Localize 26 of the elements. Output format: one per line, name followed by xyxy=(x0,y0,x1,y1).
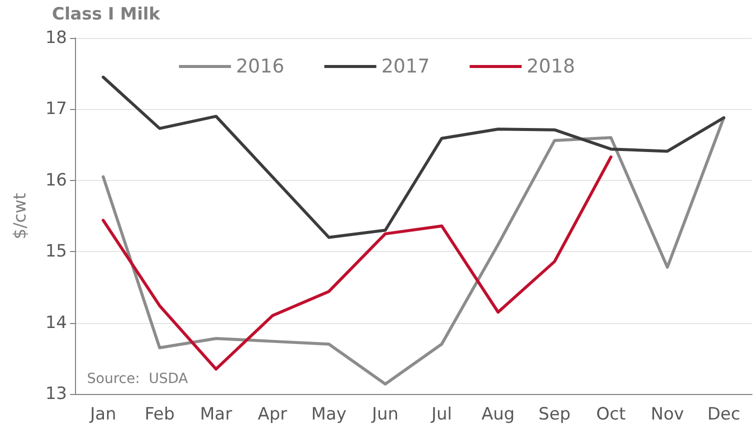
x-tick-label: Mar xyxy=(200,404,232,424)
y-tick-label: 14 xyxy=(45,312,67,333)
y-axis-title: $/cwt xyxy=(10,192,30,240)
legend-label: 2018 xyxy=(526,56,576,78)
line-series xyxy=(102,155,612,371)
y-tick-label: 13 xyxy=(45,384,67,404)
x-tick-label: Jun xyxy=(371,404,399,424)
x-tick-label: Jul xyxy=(430,404,452,424)
x-tick-label: Aug xyxy=(482,404,515,424)
x-tick-label: Oct xyxy=(596,404,626,424)
x-tick-label: Jan xyxy=(89,404,116,424)
x-tick-label: Sep xyxy=(538,404,571,424)
y-tick-label: 16 xyxy=(45,170,67,190)
x-tick-label: Apr xyxy=(258,404,288,424)
y-tick-label: 17 xyxy=(45,99,67,120)
x-tick-label: Nov xyxy=(650,404,684,424)
y-tick-label: 18 xyxy=(45,28,67,48)
legend-label: 2017 xyxy=(381,56,430,78)
legend-label: 2016 xyxy=(236,56,284,78)
chart-title: Class I Milk xyxy=(52,4,161,24)
x-tick-label: Dec xyxy=(707,404,740,424)
x-tick-label: Feb xyxy=(144,404,175,424)
line-series xyxy=(102,76,726,239)
y-tick-label: 15 xyxy=(45,242,67,262)
x-tick-label: May xyxy=(311,404,346,424)
annotation: Source: USDA xyxy=(87,371,188,387)
